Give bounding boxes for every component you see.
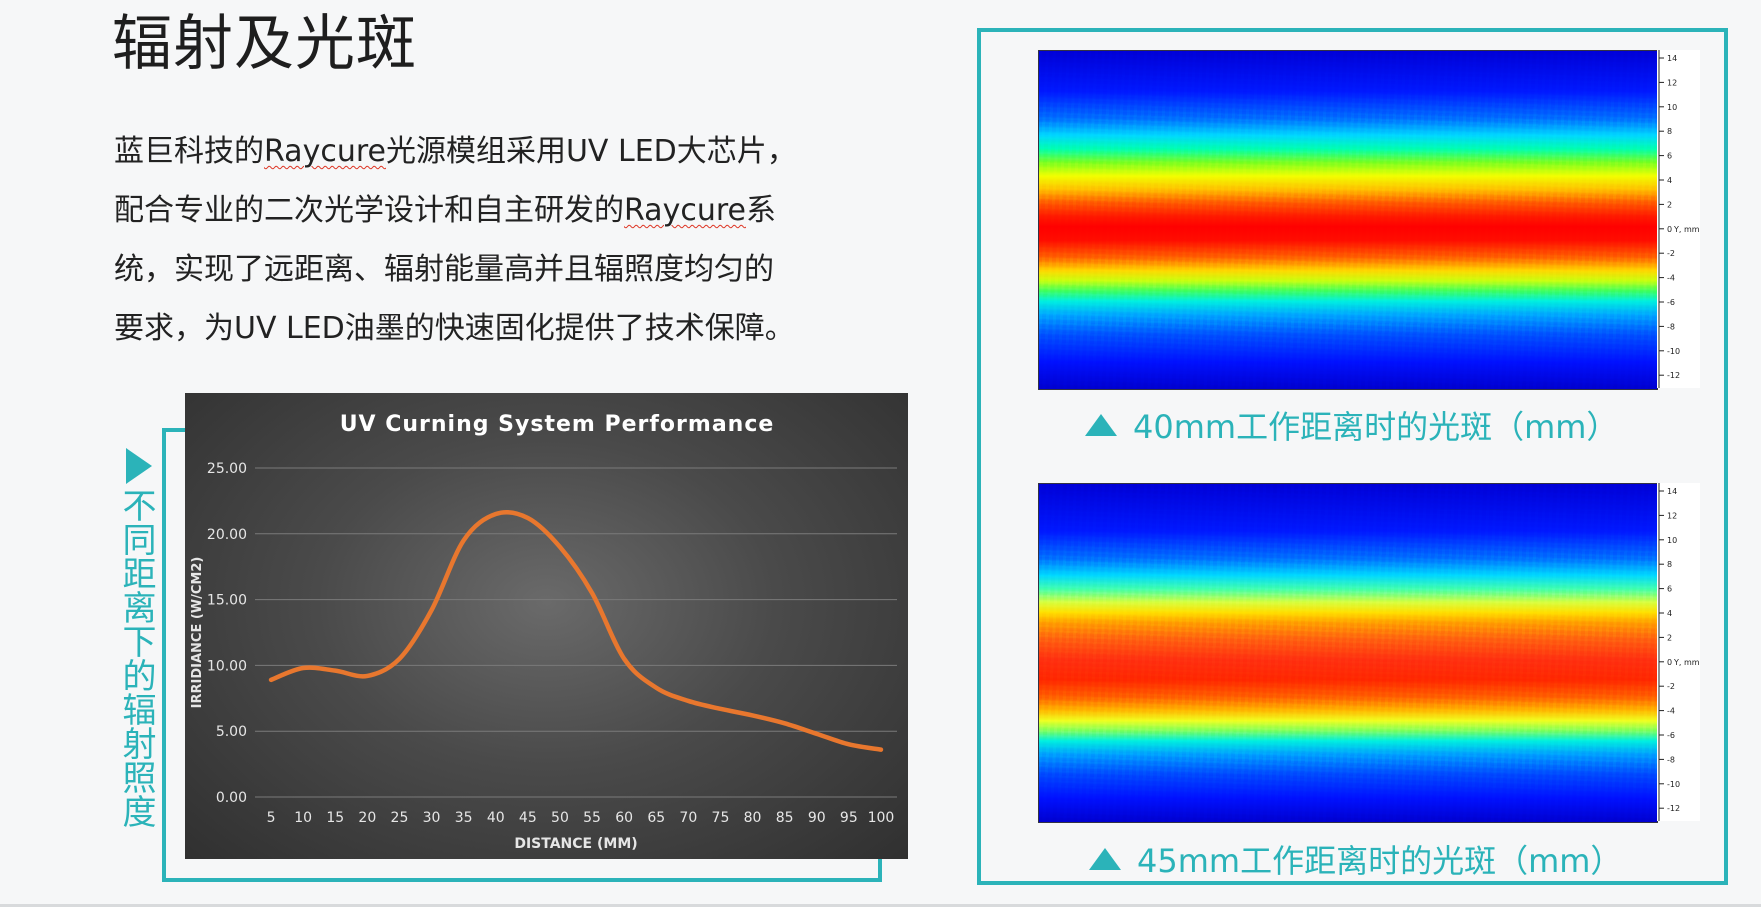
axis-tick-label: 0 (1667, 225, 1672, 234)
axis-tick-label: 14 (1667, 487, 1677, 496)
heatmap-caption-40mm: 40mm工作距离时的光斑（mm） (1085, 402, 1618, 448)
brand-word: Raycure (264, 134, 386, 169)
y-tick-label: 15.00 (207, 593, 247, 609)
axis-tick-label: 14 (1667, 54, 1677, 63)
irradiance-chart: UV Curning System Performance 0.00 5.00 10.… (185, 393, 908, 859)
heatmap-axis-40mm: 14 12 10 8 6 4 2 0 Y, mm -2 -4 -6 -8 -10 -12 (1657, 50, 1700, 388)
paragraph-line: 要求，为UV LED油墨的快速固化提供了技术保障。 (114, 299, 874, 358)
axis-tick-label: 12 (1667, 78, 1677, 87)
heatmap-40mm: 14 12 10 8 6 4 2 0 Y, mm -2 -4 -6 -8 -10 -12 (1038, 50, 1700, 390)
axis-tick-label: 2 (1667, 200, 1672, 209)
x-tick-label: 30 (423, 810, 441, 826)
paragraph-text: 蓝巨科技的 (114, 134, 264, 169)
heatmap-image-40mm (1038, 50, 1658, 390)
x-tick-label: 45 (519, 810, 537, 826)
axis-tick-label: -2 (1667, 249, 1675, 258)
axis-tick-label: -4 (1667, 707, 1675, 716)
x-axis-label: DISTANCE (MM) (514, 836, 637, 852)
y-tick-label: 0.00 (216, 790, 247, 806)
y-tick-label: 10.00 (207, 658, 247, 674)
x-tick-label: 55 (583, 810, 601, 826)
bottom-divider (0, 904, 1761, 907)
paragraph-line: 配合专业的二次光学设计和自主研发的Raycure系 (114, 181, 874, 240)
axis-tick-label: 8 (1667, 127, 1672, 136)
heatmap-caption-text: 45mm工作距离时的光斑（mm） (1137, 842, 1623, 880)
axis-tick-label: 6 (1667, 585, 1672, 594)
heatmap-caption-45mm: 45mm工作距离时的光斑（mm） (1089, 836, 1622, 882)
axis-tick-label: 0 (1667, 658, 1672, 667)
x-tick-label: 100 (868, 810, 895, 826)
axis-label: Y, mm (1673, 225, 1700, 234)
axis-tick-label: 4 (1667, 176, 1672, 185)
x-tick-label: 80 (744, 810, 762, 826)
y-tick-label: 25.00 (207, 461, 247, 477)
x-tick-label: 25 (391, 810, 409, 826)
triangle-up-icon (1085, 414, 1117, 436)
x-tick-label: 5 (267, 810, 276, 826)
y-tick-label: 5.00 (216, 724, 247, 740)
paragraph-text: 统，实现了远距离、辐射能量高并且辐照度均匀的 (114, 252, 774, 287)
x-tick-label: 10 (294, 810, 312, 826)
x-tick-label: 50 (551, 810, 569, 826)
triangle-up-icon (1089, 848, 1121, 870)
series-line (268, 509, 884, 752)
axis-tick-label: -4 (1667, 274, 1675, 283)
slide-title: 辐射及光斑 (112, 9, 417, 79)
axis-tick-label: -6 (1667, 298, 1675, 307)
heatmap-45mm: 14 12 10 8 6 4 2 0 Y, mm -2 -4 -6 -8 -10 -12 (1038, 483, 1700, 823)
play-arrow-icon (126, 448, 152, 484)
brand-word: Raycure (624, 193, 746, 228)
heatmap-image-45mm (1038, 483, 1658, 823)
x-tick-label: 95 (840, 810, 858, 826)
heatmap-caption-text: 40mm工作距离时的光斑（mm） (1133, 408, 1619, 446)
paragraph-text: 配合专业的二次光学设计和自主研发的 (114, 193, 624, 228)
axis-svg: 14 12 10 8 6 4 2 0 Y, mm -2 -4 -6 -8 -10 -12 (1658, 483, 1700, 821)
paragraph-text: 系 (745, 193, 776, 228)
paragraph-line: 蓝巨科技的Raycure光源模组采用UV LED大芯片， (114, 122, 874, 181)
axis-tick-label: -10 (1667, 347, 1680, 356)
x-tick-label: 85 (776, 810, 794, 826)
axis-tick-label: -12 (1667, 804, 1680, 813)
x-tick-label: 90 (808, 810, 826, 826)
paragraph-text: 光源模组采用UV LED大芯片， (385, 134, 797, 169)
x-tick-label: 70 (679, 810, 697, 826)
chart-svg: UV Curning System Performance 0.00 5.00 10.… (190, 412, 897, 852)
axis-tick-label: -8 (1667, 322, 1675, 331)
heatmap-axis-45mm: 14 12 10 8 6 4 2 0 Y, mm -2 -4 -6 -8 -10 -12 (1657, 483, 1700, 821)
axis-tick-label: 4 (1667, 609, 1672, 618)
y-tick-label: 20.00 (207, 527, 247, 543)
x-tick-label: 60 (615, 810, 633, 826)
x-tick-label: 65 (647, 810, 665, 826)
axis-tick-label: -6 (1667, 731, 1675, 740)
vertical-caption: 不同距离下的辐射照度 (116, 448, 156, 828)
axis-tick-label: 10 (1667, 103, 1677, 112)
x-tick-label: 75 (712, 810, 730, 826)
x-tick-label: 40 (487, 810, 505, 826)
chart-title: UV Curning System Performance (340, 412, 775, 437)
x-tick-label: 35 (455, 810, 473, 826)
paragraph-text: 要求，为UV LED油墨的快速固化提供了技术保障。 (114, 311, 795, 346)
x-tick-label: 15 (326, 810, 344, 826)
axis-tick-label: 12 (1667, 511, 1677, 520)
intro-paragraph: 蓝巨科技的Raycure光源模组采用UV LED大芯片， 配合专业的二次光学设计… (114, 122, 874, 358)
paragraph-line: 统，实现了远距离、辐射能量高并且辐照度均匀的 (114, 240, 874, 299)
x-tick-label: 20 (358, 810, 376, 826)
axis-tick-label: -2 (1667, 682, 1675, 691)
vertical-caption-text: 不同距离下的辐射照度 (116, 488, 156, 828)
right-panel-frame (977, 28, 1728, 885)
axis-tick-label: -8 (1667, 755, 1675, 764)
axis-svg: 14 12 10 8 6 4 2 0 Y, mm -2 -4 -6 -8 -10 -12 (1658, 50, 1700, 388)
y-axis-label: IRRIDIANCE (W/CM2) (190, 557, 205, 709)
axis-label: Y, mm (1673, 658, 1700, 667)
axis-tick-label: -10 (1667, 780, 1680, 789)
axis-tick-label: -12 (1667, 371, 1680, 380)
axis-tick-label: 6 (1667, 152, 1672, 161)
axis-tick-label: 8 (1667, 560, 1672, 569)
axis-tick-label: 2 (1667, 633, 1672, 642)
axis-tick-label: 10 (1667, 536, 1677, 545)
